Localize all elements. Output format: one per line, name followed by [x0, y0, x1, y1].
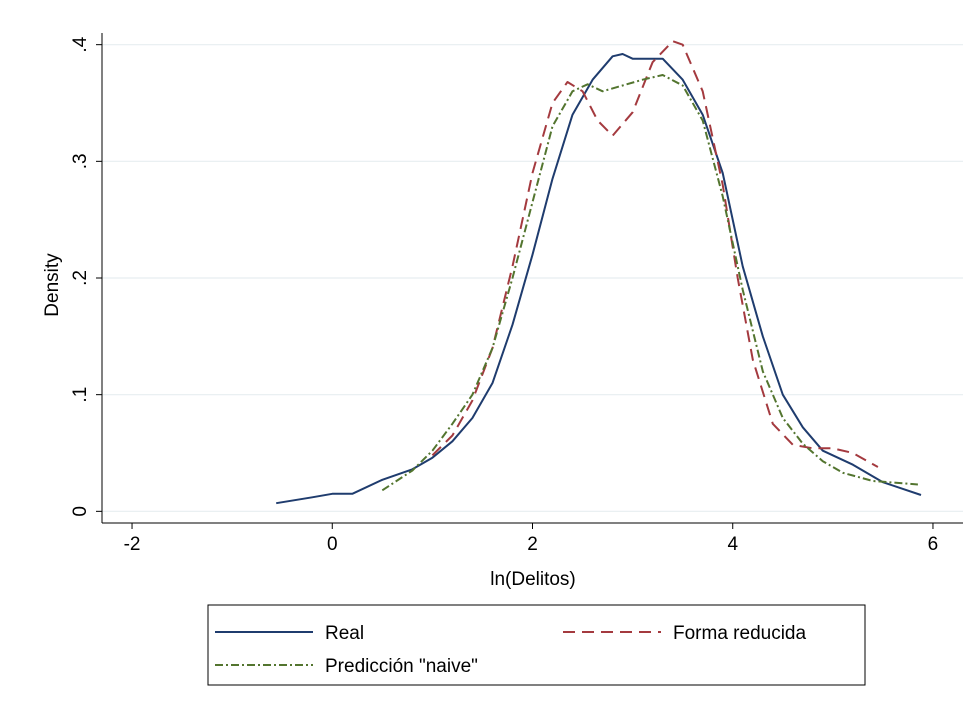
y-tick-label: .3	[70, 153, 91, 169]
legend-box	[207, 604, 866, 686]
x-tick-label: 6	[928, 534, 939, 555]
series-line-2	[381, 74, 918, 492]
x-tick-label: 0	[327, 534, 338, 555]
x-axis-label: ln(Delitos)	[490, 569, 576, 590]
y-tick-label: .1	[70, 387, 91, 403]
legend-label-prediccion-naive: Predicción "naive"	[325, 656, 478, 677]
y-axis-label: Density	[42, 253, 63, 317]
series-lines	[276, 40, 922, 505]
y-tick-label: .2	[70, 270, 91, 286]
series-line-1	[431, 40, 879, 468]
x-tick-label: 4	[727, 534, 738, 555]
legend-label-real: Real	[325, 623, 364, 644]
legend-label-forma-reducida: Forma reducida	[673, 623, 806, 644]
x-ticks: -2 0 2 4 6	[124, 523, 939, 555]
series-line-0	[276, 53, 922, 505]
grid-lines	[102, 44, 963, 512]
y-ticks: 0 .1 .2 .3 .4	[70, 36, 102, 517]
y-tick-label: 0	[70, 506, 91, 517]
y-tick-label: .4	[70, 36, 91, 52]
legend: Real Forma reducida Predicción "naive"	[207, 604, 866, 686]
x-tick-label: -2	[124, 534, 141, 555]
x-tick-label: 2	[527, 534, 538, 555]
